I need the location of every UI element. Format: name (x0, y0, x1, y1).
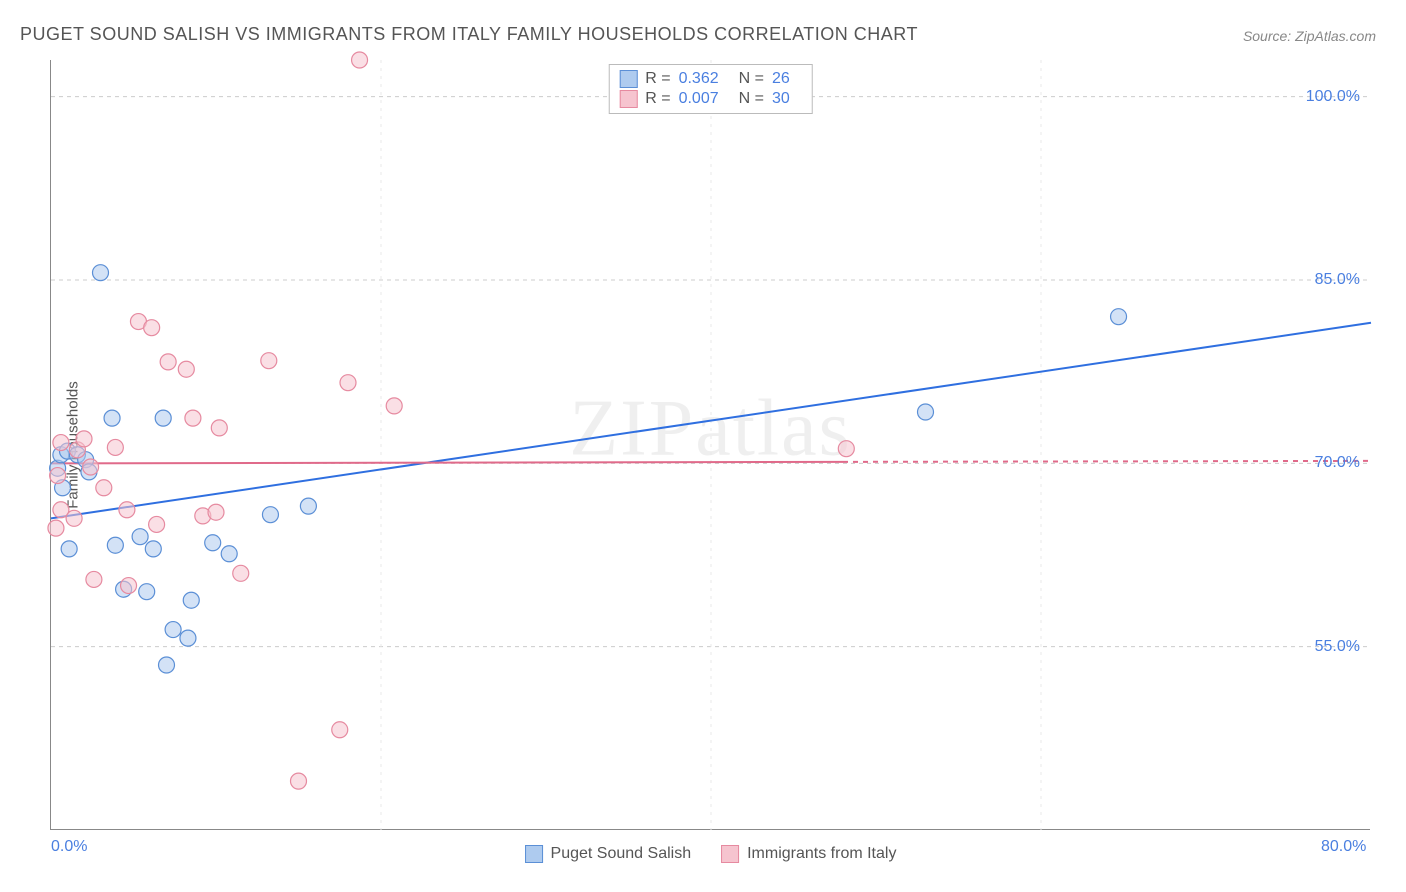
legend-swatch (619, 90, 637, 108)
legend-r-label: R = (645, 90, 670, 108)
x-tick-label: 80.0% (1321, 838, 1366, 856)
legend-n-label: N = (739, 70, 764, 88)
source-label: Source: ZipAtlas.com (1243, 28, 1376, 44)
legend-series: Puget Sound Salish Immigrants from Italy (525, 845, 897, 863)
legend-n-label: N = (739, 90, 764, 108)
legend-label: Puget Sound Salish (551, 845, 692, 863)
legend-r-value: 0.007 (679, 90, 719, 108)
y-tick-label: 55.0% (1315, 638, 1360, 656)
legend-swatch (721, 845, 739, 863)
legend-n-value: 26 (772, 70, 790, 88)
legend-stats: R = 0.362 N = 26 R = 0.007 N = 30 (608, 64, 813, 114)
legend-stat-row: R = 0.007 N = 30 (619, 89, 802, 109)
legend-item: Puget Sound Salish (525, 845, 692, 863)
chart-title: PUGET SOUND SALISH VS IMMIGRANTS FROM IT… (20, 24, 918, 45)
plot-svg (51, 60, 1370, 829)
legend-label: Immigrants from Italy (747, 845, 896, 863)
legend-stat-row: R = 0.362 N = 26 (619, 69, 802, 89)
plot-area: Family Households R = 0.362 N = 26 R = 0… (50, 60, 1370, 830)
y-tick-label: 85.0% (1315, 271, 1360, 289)
y-tick-label: 100.0% (1306, 88, 1360, 106)
legend-swatch (525, 845, 543, 863)
legend-n-value: 30 (772, 90, 790, 108)
x-tick-label: 0.0% (51, 838, 87, 856)
legend-r-label: R = (645, 70, 670, 88)
legend-swatch (619, 70, 637, 88)
legend-r-value: 0.362 (679, 70, 719, 88)
legend-item: Immigrants from Italy (721, 845, 896, 863)
y-tick-label: 70.0% (1315, 454, 1360, 472)
